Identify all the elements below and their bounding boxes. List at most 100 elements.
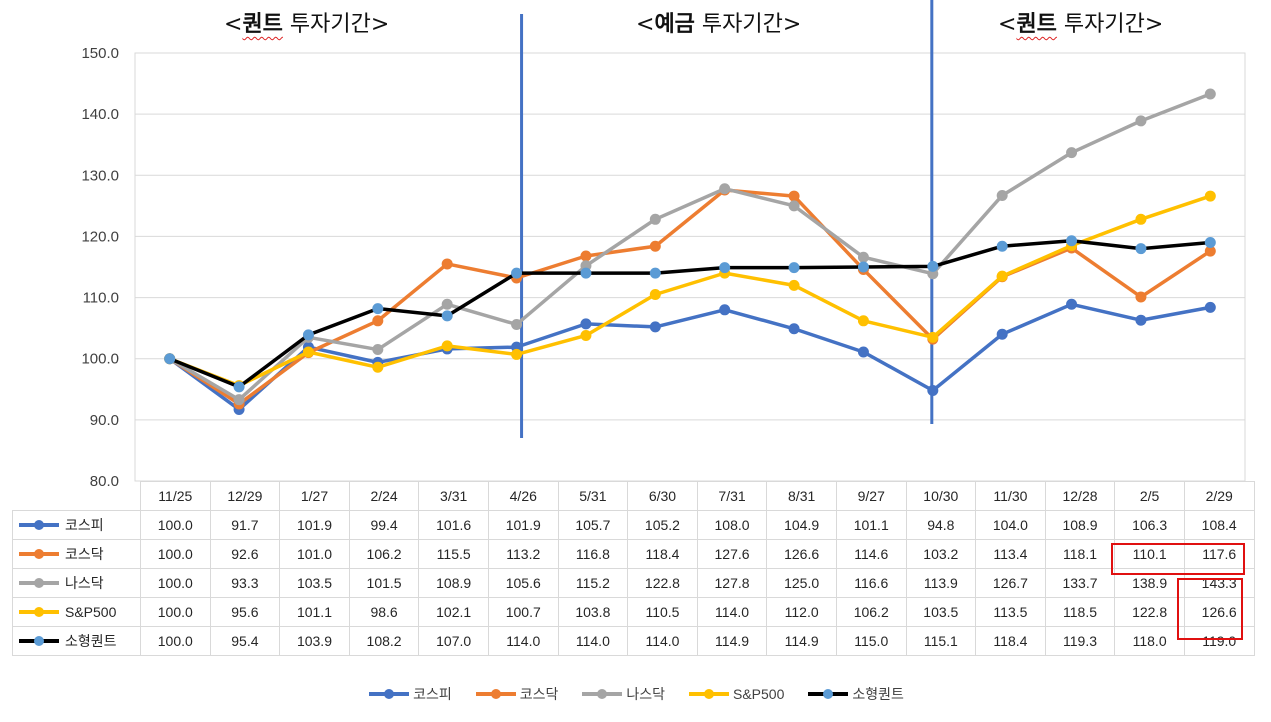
data-label: 133.7 — [1044, 568, 1116, 598]
data-label: 114.0 — [696, 597, 768, 627]
data-label: 103.9 — [279, 626, 350, 656]
point-나스닥 — [1135, 115, 1147, 127]
point-소형퀀트 — [511, 267, 523, 279]
point-코스닥 — [441, 258, 453, 270]
point-코스닥 — [649, 240, 661, 252]
data-label: 99.4 — [348, 510, 420, 540]
legend-item: 코스피 — [367, 684, 452, 704]
highlight-box-kosdaq — [1111, 543, 1245, 575]
point-S&P500 — [1204, 190, 1216, 202]
x-tick-label: 12/29 — [209, 481, 281, 511]
point-소형퀀트 — [580, 267, 592, 279]
point-소형퀀트 — [927, 260, 939, 272]
point-소형퀀트 — [233, 381, 245, 393]
data-label: 104.0 — [975, 510, 1046, 540]
data-label: 98.6 — [348, 597, 420, 627]
point-소형퀀트 — [1204, 237, 1216, 249]
data-label: 114.0 — [487, 626, 559, 656]
data-label: 118.4 — [627, 539, 698, 569]
legend-item: 소형퀀트 — [806, 684, 904, 704]
period-label-quant-1: <퀀트 투자기간> — [224, 12, 390, 37]
point-코스피 — [857, 346, 869, 358]
data-label: 92.6 — [209, 539, 281, 569]
x-tick-label: 4/26 — [487, 481, 559, 511]
data-label: 108.4 — [1183, 510, 1255, 540]
point-나스닥 — [1204, 88, 1216, 100]
y-tick-label: 100.0 — [81, 351, 119, 368]
data-label: 100.7 — [487, 597, 559, 627]
x-tick-label: 6/30 — [627, 481, 698, 511]
x-tick-label: 2/24 — [348, 481, 420, 511]
point-S&P500 — [788, 279, 800, 291]
data-label: 108.9 — [418, 568, 489, 598]
point-나스닥 — [996, 189, 1008, 201]
data-label: 101.9 — [279, 510, 350, 540]
data-label: 114.9 — [766, 626, 837, 656]
x-tick-label: 9/27 — [835, 481, 907, 511]
x-tick-label: 2/29 — [1183, 481, 1255, 511]
data-label: 113.2 — [487, 539, 559, 569]
data-label: 126.7 — [975, 568, 1046, 598]
point-나스닥 — [788, 200, 800, 212]
point-소형퀀트 — [1135, 243, 1147, 255]
point-코스피 — [719, 304, 731, 316]
data-label: 125.0 — [766, 568, 837, 598]
table-row: 코스피 100.0 91.7 101.9 99.4 101.6 101.9 105.7 105.… — [12, 510, 1255, 540]
plot-area — [134, 52, 1246, 482]
y-tick-label: 120.0 — [81, 228, 119, 245]
point-코스피 — [996, 328, 1008, 340]
point-코스피 — [649, 321, 661, 333]
table-row: 나스닥 100.0 93.3 103.5 101.5 108.9 105.6 115.2 122… — [12, 568, 1255, 598]
data-label: 116.8 — [557, 539, 629, 569]
data-label: 100.0 — [140, 626, 211, 656]
point-소형퀀트 — [302, 329, 314, 341]
y-tick-label: 110.0 — [83, 290, 119, 307]
data-label: 103.5 — [905, 597, 977, 627]
series-line-나스닥 — [168, 92, 1211, 402]
data-label: 113.4 — [975, 539, 1046, 569]
data-label: 103.2 — [905, 539, 977, 569]
data-label: 115.0 — [835, 626, 907, 656]
point-코스피 — [927, 385, 939, 397]
data-label: 101.9 — [487, 510, 559, 540]
data-label: 100.0 — [140, 539, 211, 569]
point-소형퀀트 — [164, 353, 176, 365]
data-label: 114.6 — [835, 539, 907, 569]
data-label: 105.2 — [627, 510, 698, 540]
highlight-box-nasdaq-sp500 — [1177, 578, 1243, 640]
data-label: 118.0 — [1114, 626, 1185, 656]
data-label: 101.6 — [418, 510, 489, 540]
data-label: 102.1 — [418, 597, 489, 627]
point-소형퀀트 — [649, 267, 661, 279]
data-label: 108.2 — [348, 626, 420, 656]
point-소형퀀트 — [1066, 235, 1078, 247]
row-header: S&P500 — [12, 597, 141, 627]
series-line-S&P500 — [169, 194, 1211, 388]
data-label: 101.1 — [835, 510, 907, 540]
point-코스피 — [1066, 298, 1078, 310]
period-label-quant-2: <퀀트 투자기간> — [998, 12, 1164, 37]
point-코스피 — [1135, 314, 1147, 326]
data-label: 114.9 — [696, 626, 768, 656]
data-label: 118.1 — [1044, 539, 1116, 569]
x-tick-label: 12/28 — [1044, 481, 1116, 511]
data-label: 103.5 — [279, 568, 350, 598]
data-label: 104.9 — [766, 510, 837, 540]
point-코스닥 — [372, 315, 384, 327]
point-S&P500 — [372, 361, 384, 373]
point-나스닥 — [1066, 147, 1078, 159]
legend-item: 코스닥 — [474, 684, 558, 704]
x-tick-label: 8/31 — [766, 481, 837, 511]
point-소형퀀트 — [788, 262, 800, 274]
table-row: 소형퀀트 100.0 95.4 103.9 108.2 107.0 114.0 114.0 11… — [12, 626, 1255, 656]
x-tick-label: 11/30 — [975, 481, 1046, 511]
x-tick-label: 10/30 — [905, 481, 977, 511]
x-tick-label: 5/31 — [557, 481, 629, 511]
point-S&P500 — [302, 346, 314, 358]
point-코스닥 — [580, 250, 592, 262]
data-label: 115.1 — [905, 626, 977, 656]
data-label: 100.0 — [140, 510, 211, 540]
point-나스닥 — [649, 213, 661, 225]
data-label: 106.2 — [348, 539, 420, 569]
